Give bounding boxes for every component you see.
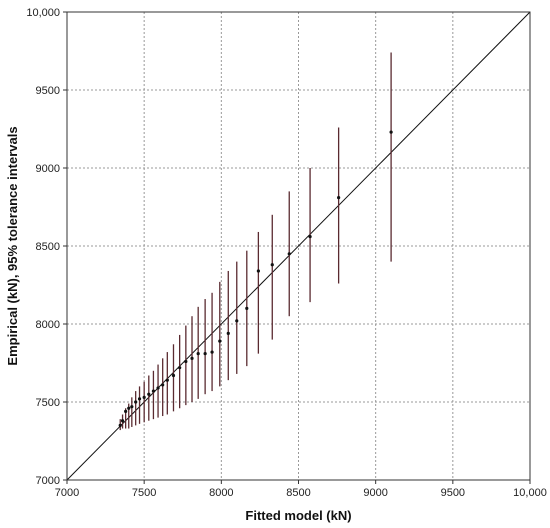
x-tick-label: 7500 [132, 487, 156, 499]
data-point [226, 331, 230, 335]
y-tick-label: 10,000 [26, 7, 60, 19]
x-axis-title: Fitted model (kN) [245, 508, 351, 523]
y-tick-label: 7000 [36, 475, 60, 487]
x-tick-label: 8500 [286, 487, 310, 499]
data-point [134, 400, 138, 404]
x-tick-label: 9000 [363, 487, 387, 499]
data-point [118, 423, 122, 427]
x-tick-label: 10,000 [513, 487, 547, 499]
data-point [203, 352, 207, 356]
x-tick-label: 9500 [441, 487, 465, 499]
data-point [218, 339, 222, 343]
data-point [184, 359, 188, 364]
data-point [190, 356, 194, 360]
data-point [245, 306, 249, 310]
x-tick-label: 7000 [55, 487, 79, 499]
x-axis-tick-labels: 7000 7500 8000 8500 9000 9500 10,000 [55, 480, 547, 499]
y-axis-tick-labels: 7000 7500 8000 8500 9000 9500 10,000 [26, 7, 67, 487]
x-tick-label: 8000 [209, 487, 233, 499]
y-tick-label: 9500 [36, 85, 60, 97]
y-tick-label: 8500 [36, 241, 60, 253]
data-point [156, 386, 160, 390]
data-point [165, 378, 169, 382]
data-point [147, 392, 151, 396]
data-point [210, 350, 214, 354]
data-point [308, 235, 312, 239]
error-bars [119, 52, 392, 431]
y-tick-label: 7500 [36, 397, 60, 409]
data-point [337, 196, 341, 200]
data-point [161, 383, 165, 387]
data-point [171, 373, 176, 378]
y-axis-title: Empirical (kN), 95% tolerance intervals [5, 126, 20, 365]
y-tick-label: 9000 [36, 163, 60, 175]
data-point [124, 409, 128, 413]
data-point [127, 406, 131, 410]
data-point [235, 319, 239, 323]
data-point [120, 419, 125, 423]
data-point [287, 252, 291, 256]
data-point [137, 397, 142, 401]
data-point [389, 130, 393, 134]
data-point [130, 405, 134, 409]
data-point [270, 263, 274, 267]
data-point [256, 269, 260, 273]
data-point [178, 366, 182, 370]
data-point [151, 389, 156, 393]
data-point [142, 395, 146, 399]
data-point [196, 352, 200, 356]
y-tick-label: 8000 [36, 319, 60, 331]
data-points [118, 130, 393, 427]
